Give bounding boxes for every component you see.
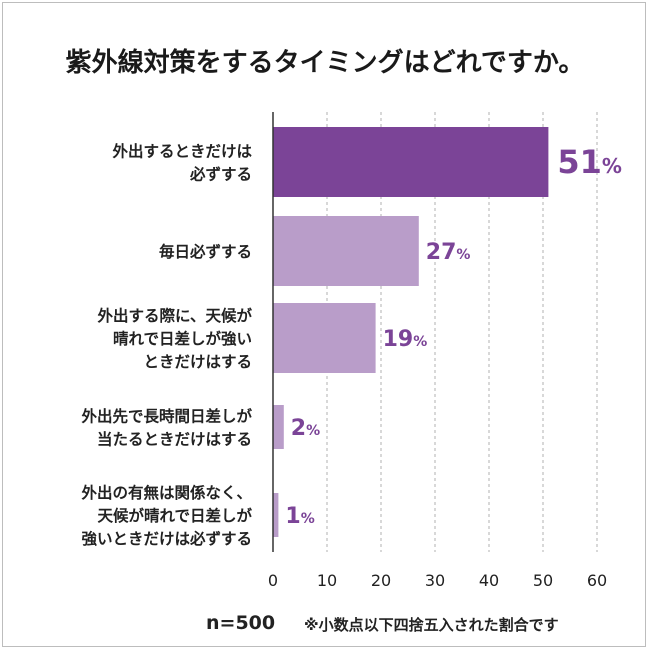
- category-label-1-0: 毎日必ずする: [159, 242, 252, 261]
- x-tick-label-30: 30: [425, 571, 445, 590]
- value-number: 19: [383, 327, 414, 352]
- bar-2: [273, 303, 376, 373]
- category-label-4-1: 天候が晴れで日差しが: [97, 506, 252, 525]
- value-unit: %: [456, 247, 470, 263]
- category-label-3-1: 当たるときだけはする: [97, 430, 252, 449]
- value-label-0: 51%: [557, 143, 622, 181]
- value-label-1: 27%: [426, 240, 471, 265]
- category-label-4-0: 外出の有無は関係なく、: [81, 483, 252, 502]
- x-tick-label-10: 10: [317, 571, 337, 590]
- value-number: 27: [426, 240, 457, 265]
- bar-4: [273, 493, 279, 537]
- x-tick-label-50: 50: [533, 571, 553, 590]
- bar-1: [273, 216, 419, 286]
- value-number: 2: [291, 416, 306, 441]
- value-number: 51: [557, 143, 602, 181]
- bar-3: [273, 405, 284, 449]
- footnote: ※小数点以下四捨五入された割合です: [304, 616, 559, 634]
- bar-0: [273, 127, 549, 197]
- value-number: 1: [285, 504, 300, 529]
- value-label-2: 19%: [383, 327, 428, 352]
- value-unit: %: [413, 334, 427, 350]
- x-tick-label-60: 60: [587, 571, 607, 590]
- category-label-2-2: ときだけはする: [143, 353, 252, 371]
- x-tick-label-0: 0: [268, 571, 278, 590]
- category-label-0-1: 必ずする: [189, 165, 252, 184]
- category-label-4-2: 強いときだけは必ずする: [81, 529, 252, 548]
- chart-title: 紫外線対策をするタイミングはどれですか。: [65, 48, 585, 78]
- category-label-2-1: 晴れで日差しが強い: [113, 329, 252, 348]
- category-label-0-0: 外出するときだけは: [112, 142, 252, 161]
- value-unit: %: [602, 154, 622, 178]
- sample-size: n=500: [206, 612, 276, 634]
- category-label-2-0: 外出する際に、天候が: [97, 306, 252, 325]
- value-label-4: 1%: [285, 504, 314, 529]
- x-tick-label-20: 20: [371, 571, 391, 590]
- category-label-3-0: 外出先で長時間日差しが: [81, 407, 252, 426]
- value-unit: %: [306, 423, 320, 439]
- value-unit: %: [301, 511, 315, 527]
- value-label-3: 2%: [291, 416, 320, 441]
- x-tick-label-40: 40: [479, 571, 499, 590]
